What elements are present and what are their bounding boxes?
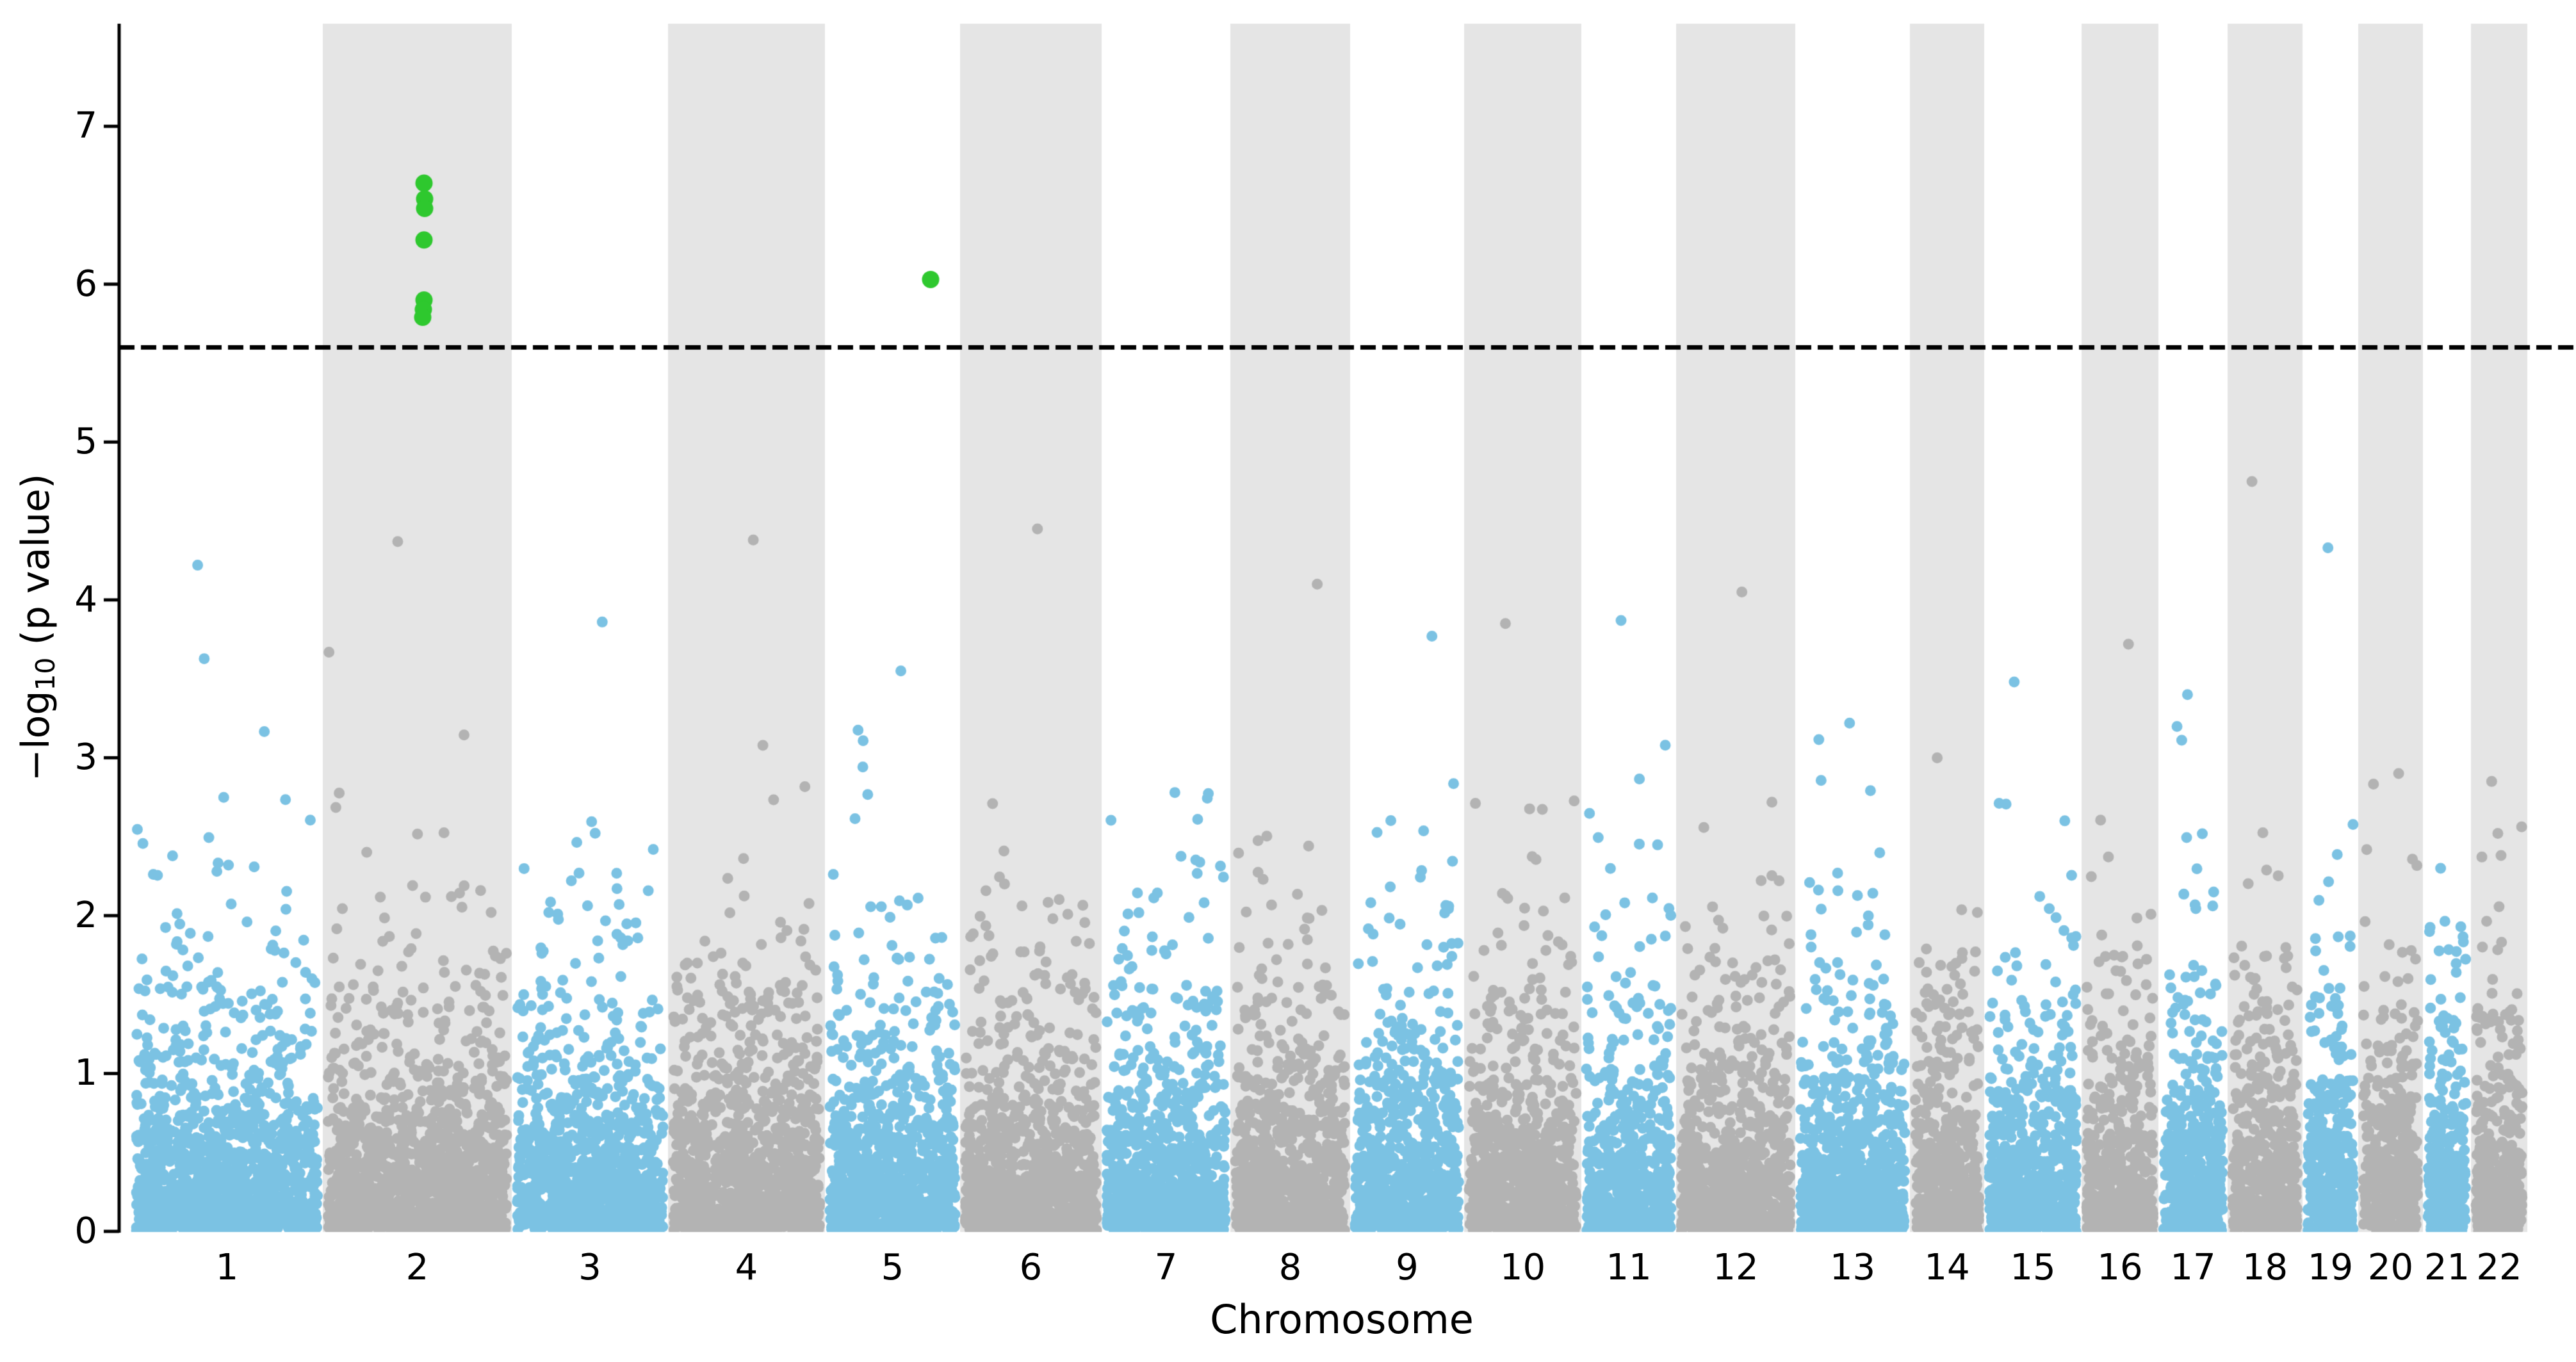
x-tick-label-13: 13 — [1829, 1247, 1876, 1288]
x-tick-label-21: 21 — [2424, 1247, 2470, 1288]
x-tick-label-15: 15 — [2010, 1247, 2056, 1288]
x-tick-label-14: 14 — [1924, 1247, 1970, 1288]
x-tick-label-17: 17 — [2170, 1247, 2216, 1288]
y-tick-label-6: 6 — [74, 263, 97, 305]
y-tick-label-3: 3 — [74, 736, 97, 779]
y-axis-title: −log10 (p value) — [13, 474, 61, 782]
x-tick-label-8: 8 — [1278, 1247, 1302, 1288]
x-tick-label-6: 6 — [1019, 1247, 1043, 1288]
x-tick-label-12: 12 — [1713, 1247, 1759, 1288]
x-tick-label-9: 9 — [1396, 1247, 1419, 1288]
y-tick-label-4: 4 — [74, 578, 97, 620]
y-axis-title-subscript: 10 — [29, 657, 61, 691]
x-tick-label-5: 5 — [881, 1247, 904, 1288]
y-axis-title-prefix: −log — [13, 690, 59, 782]
x-tick-label-3: 3 — [578, 1247, 601, 1288]
y-tick-label-0: 0 — [74, 1210, 97, 1252]
y-tick-label-7: 7 — [74, 105, 97, 147]
y-axis-title-suffix: (p value) — [13, 473, 59, 658]
x-tick-label-22: 22 — [2476, 1247, 2522, 1288]
x-axis-title: Chromosome — [1210, 1296, 1474, 1343]
x-tick-label-7: 7 — [1154, 1247, 1178, 1288]
x-tick-label-19: 19 — [2307, 1247, 2354, 1288]
y-tick-label-1: 1 — [74, 1052, 97, 1094]
x-tick-label-4: 4 — [735, 1247, 758, 1288]
x-tick-label-11: 11 — [1606, 1247, 1652, 1288]
y-tick-label-2: 2 — [74, 894, 97, 936]
x-tick-label-2: 2 — [405, 1247, 429, 1288]
x-tick-label-10: 10 — [1499, 1247, 1546, 1288]
y-tick-label-5: 5 — [74, 421, 97, 463]
x-tick-label-18: 18 — [2242, 1247, 2288, 1288]
x-tick-label-16: 16 — [2097, 1247, 2143, 1288]
x-tick-label-20: 20 — [2367, 1247, 2414, 1288]
x-tick-label-1: 1 — [215, 1247, 239, 1288]
